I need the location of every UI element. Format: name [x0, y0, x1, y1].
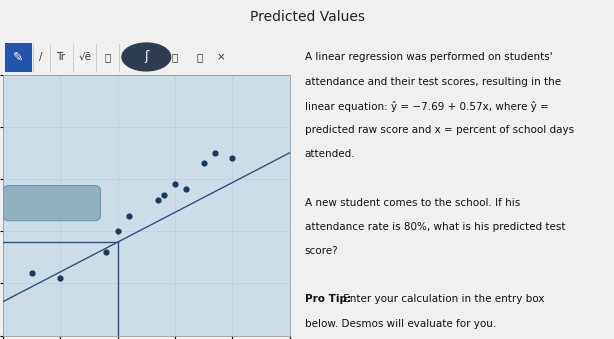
Point: [101, 250, 111, 255]
Point: [210, 150, 220, 156]
Point: [55, 276, 65, 281]
Text: A linear regression was performed on students': A linear regression was performed on stu…: [305, 53, 552, 62]
Point: [227, 155, 237, 161]
FancyBboxPatch shape: [3, 185, 101, 221]
Text: attendance rate is 80%, what is his predicted test: attendance rate is 80%, what is his pred…: [305, 222, 565, 232]
Text: linear equation: ŷ = −7.69 + 0.57x, where ŷ =: linear equation: ŷ = −7.69 + 0.57x, wher…: [305, 101, 548, 112]
Text: ⌢: ⌢: [196, 52, 203, 62]
Text: below. Desmos will evaluate for you.: below. Desmos will evaluate for you.: [305, 319, 496, 328]
Point: [182, 187, 192, 192]
Text: attended.: attended.: [305, 149, 356, 159]
Text: Predicted Values: Predicted Values: [249, 10, 365, 24]
Text: ⌣: ⌣: [172, 52, 178, 62]
Point: [153, 197, 163, 203]
Ellipse shape: [122, 43, 171, 71]
Point: [199, 161, 209, 166]
Text: score?: score?: [305, 246, 338, 256]
Point: [27, 270, 37, 276]
Text: ʃ: ʃ: [144, 51, 149, 63]
Text: A new student comes to the school. If his: A new student comes to the school. If hi…: [305, 198, 520, 207]
Text: √ē: √ē: [78, 52, 91, 62]
Text: predicted raw score and x = percent of school days: predicted raw score and x = percent of s…: [305, 125, 573, 135]
Text: attendance and their test scores, resulting in the: attendance and their test scores, result…: [305, 77, 561, 87]
FancyBboxPatch shape: [4, 43, 32, 72]
Point: [124, 213, 134, 218]
Text: Tr: Tr: [56, 52, 65, 62]
Text: /: /: [39, 52, 42, 62]
Point: [170, 181, 180, 187]
Text: ✎: ✎: [13, 51, 23, 63]
Text: ×: ×: [217, 52, 225, 62]
Text: Pro Tip:: Pro Tip:: [305, 294, 351, 304]
Text: 🖇: 🖇: [104, 52, 111, 62]
Text: Enter your calculation in the entry box: Enter your calculation in the entry box: [340, 294, 545, 304]
Point: [113, 228, 123, 234]
Point: [158, 192, 168, 197]
